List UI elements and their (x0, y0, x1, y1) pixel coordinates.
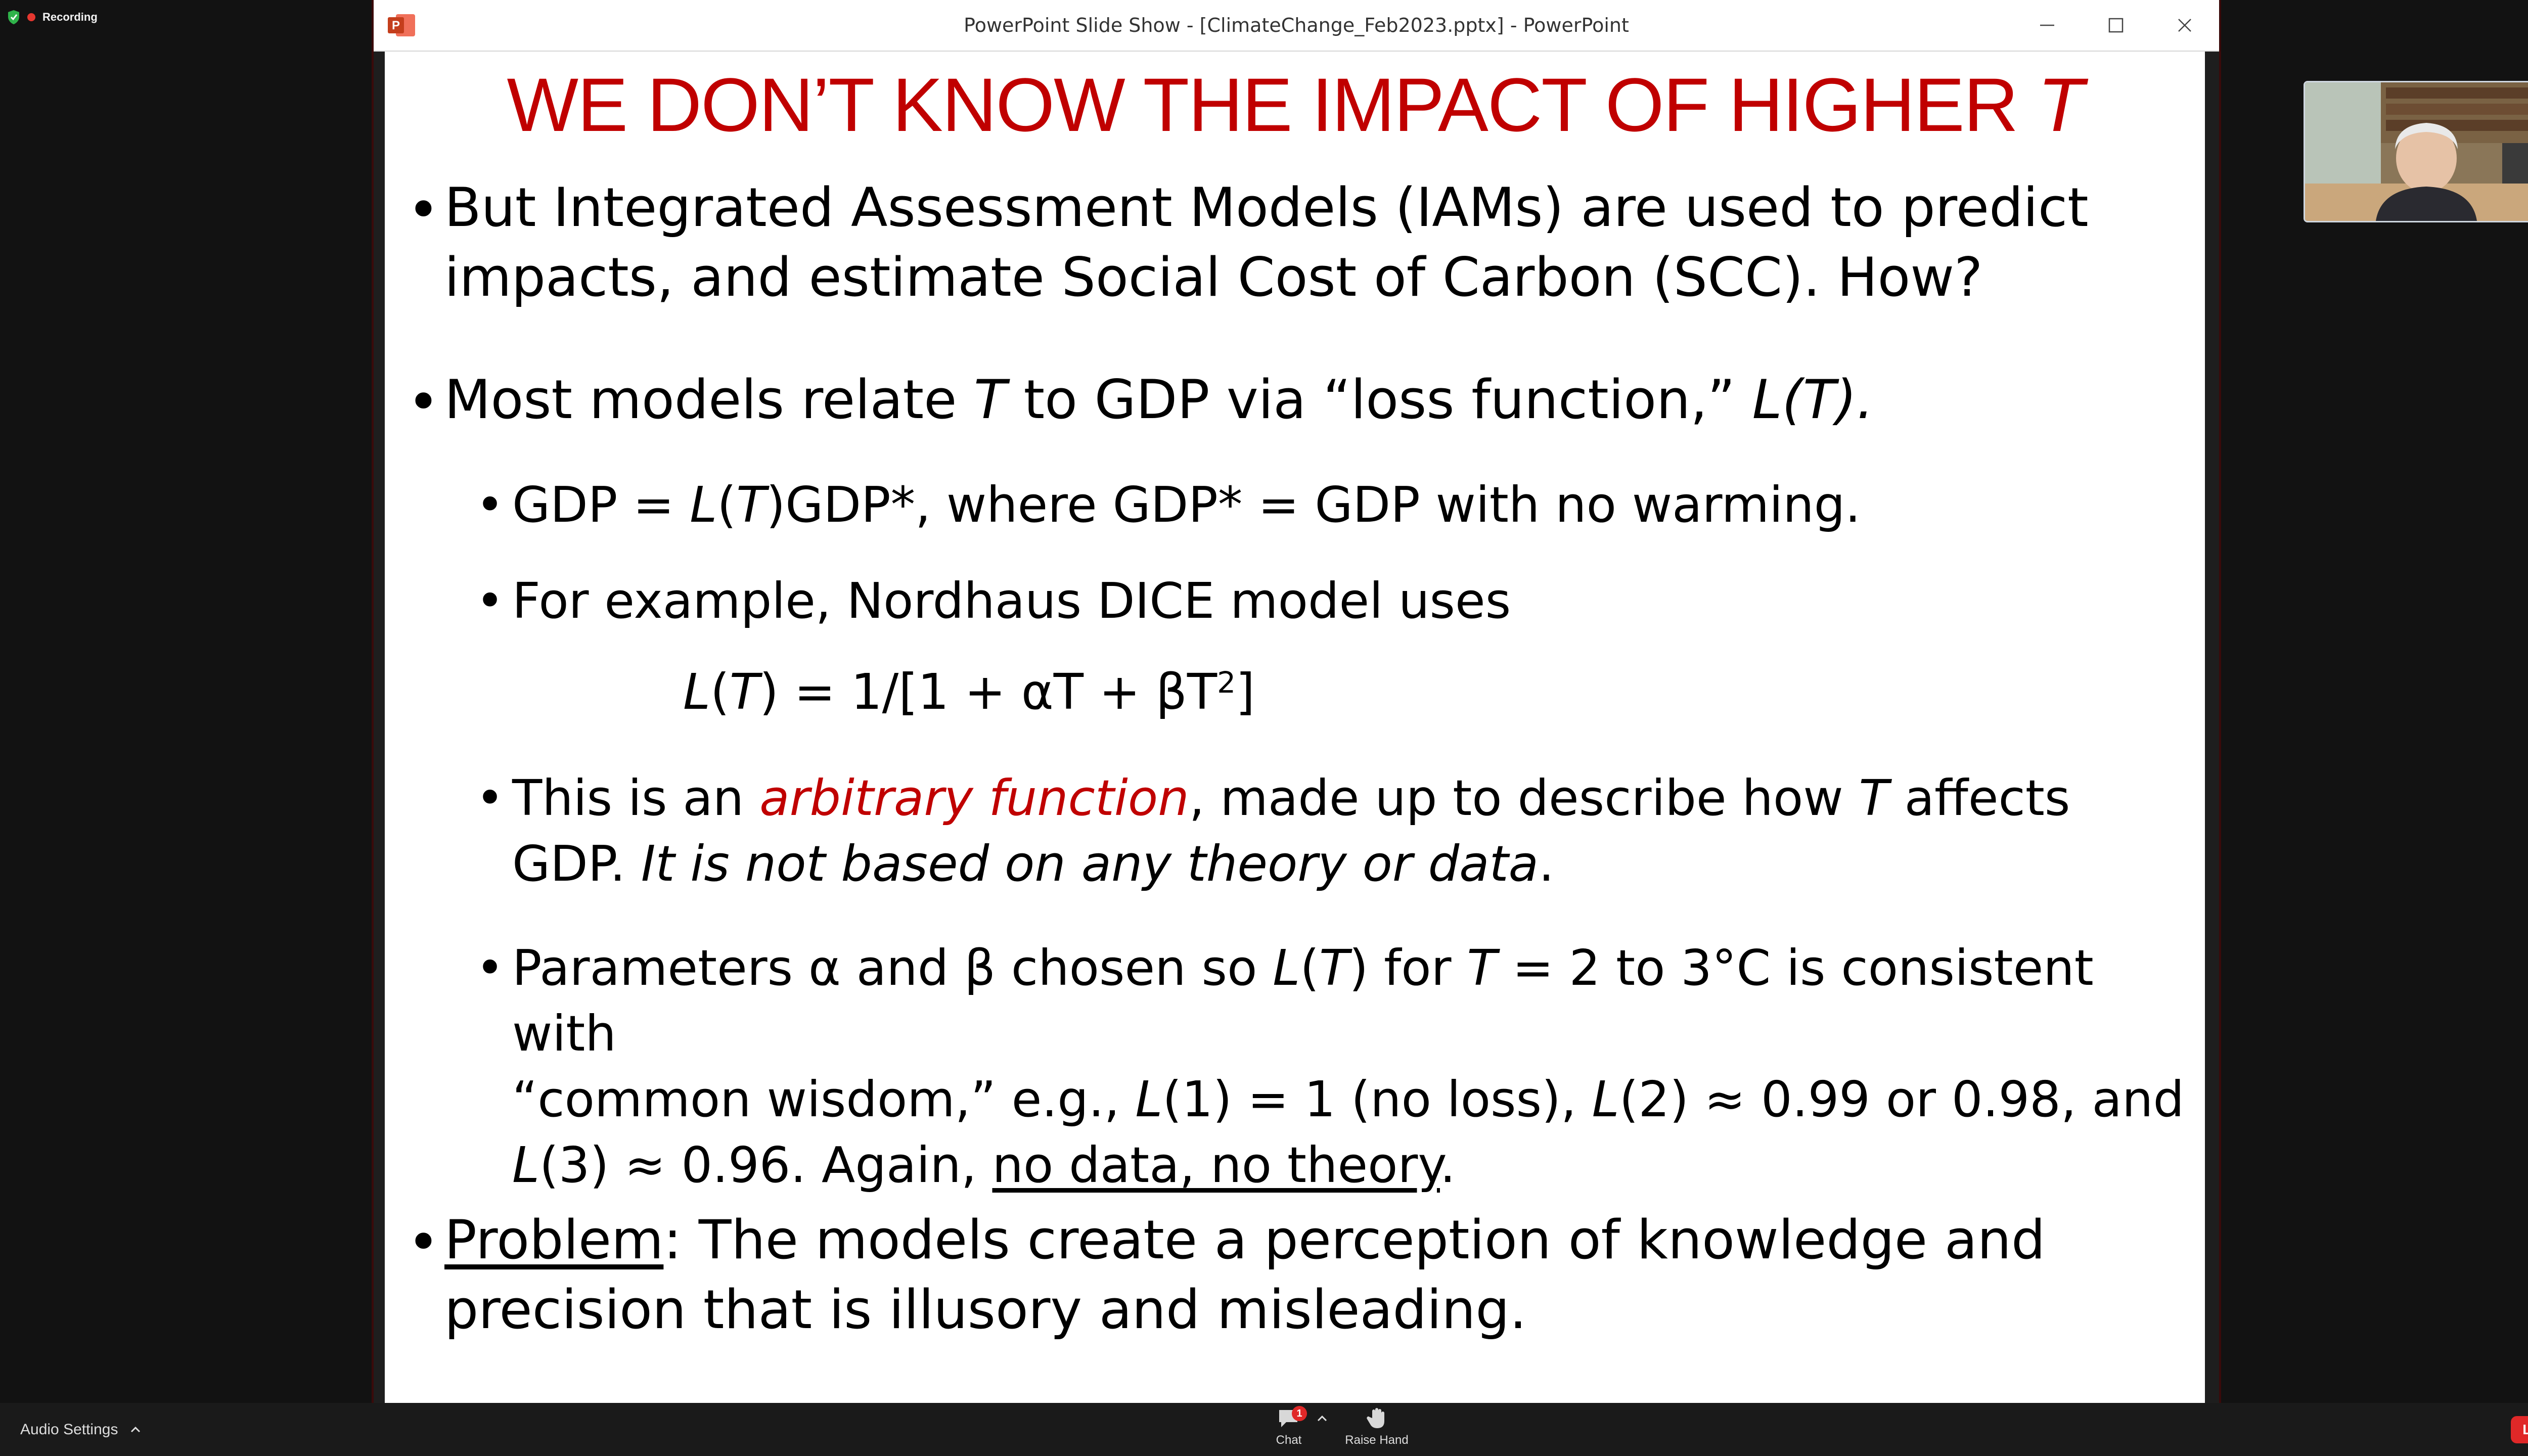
chat-options-chevron-icon[interactable] (1317, 1415, 1328, 1422)
sub-1-text-b: ( (717, 476, 737, 533)
chat-label: Chat (1276, 1433, 1302, 1447)
bullet-3: Problem: The models create a perception … (444, 1205, 2045, 1345)
bullet-2-text-b: to GDP via “loss function,” (1006, 369, 1752, 431)
bullet-2-loss-fn: L(T). (1752, 369, 1874, 431)
sub-3-italic: It is not based on any theory or data (641, 835, 1539, 892)
bullet-3-text-a: : The models create a perception of know… (663, 1209, 2046, 1271)
close-button[interactable] (2150, 0, 2219, 51)
sub-4-text-d: = 2 to 3°C is consistent with (512, 939, 2094, 1062)
bullet-1-marker: • (407, 177, 440, 242)
sub-4-var-t2: T (1467, 939, 1497, 996)
sub-bullet-3: This is an arbitrary function, made up t… (512, 765, 2070, 897)
sub-4-var-t1: T (1319, 939, 1349, 996)
sub-4-text-b: ( (1300, 939, 1320, 996)
formula: L(T) = 1/[1 + αT + βT2] (683, 659, 1255, 725)
sub-bullet-4: Parameters α and β chosen so L(T) for T … (512, 935, 2205, 1198)
sub-bullet-2: For example, Nordhaus DICE model uses (512, 572, 1511, 629)
sub-3-var-t: T (1859, 769, 1889, 827)
sub-4-var-l3: L (1592, 1071, 1619, 1128)
recording-label: Recording (42, 11, 98, 23)
maximize-button[interactable] (2082, 0, 2150, 51)
sub-4-text-c: ) for (1349, 939, 1467, 996)
bullet-3-line-1: Problem: The models create a perception … (444, 1205, 2045, 1275)
sub-4-text-f: (1) = 1 (no loss), (1162, 1071, 1592, 1128)
sub-bullet-1: GDP = L(T)GDP*, where GDP* = GDP with no… (512, 472, 1861, 538)
sub-4-var-l1: L (1273, 939, 1300, 996)
sub-3-text-b: , made up to describe how (1189, 769, 1859, 827)
sub-1-text-a: GDP = (512, 476, 690, 533)
shield-check-icon (8, 10, 19, 24)
powerpoint-logo-icon: P (388, 14, 415, 36)
sub-4-line-1: Parameters α and β chosen so L(T) for T … (512, 935, 2205, 1067)
sub-3-line-1: This is an arbitrary function, made up t… (512, 765, 2070, 831)
bullet-3-marker: • (407, 1210, 440, 1275)
bullet-2-var-t: T (974, 369, 1007, 431)
sub-3-arbitrary-function: arbitrary function (759, 769, 1189, 827)
sub-4-text-g: (2) ≈ 0.99 or 0.98, and (1619, 1071, 2185, 1128)
meeting-toolbar: Audio Settings Chat 1 Raise Hand Leave (0, 1403, 2528, 1456)
bullet-1: But Integrated Assessment Models (IAMs) … (444, 173, 2089, 312)
chevron-up-icon[interactable] (130, 1426, 141, 1433)
audio-settings-label: Audio Settings (20, 1421, 118, 1438)
sub-3-text-f: . (1539, 835, 1554, 892)
raise-hand-button[interactable]: Raise Hand (1339, 1407, 1415, 1453)
leave-button[interactable]: Leave (2511, 1416, 2528, 1443)
maximize-icon (2108, 18, 2124, 33)
sub-4-line-3: L(3) ≈ 0.96. Again, no data, no theory. (512, 1132, 2205, 1198)
sub-4-underlined: no data, no theory (992, 1136, 1440, 1194)
sub-3-text-c: affects (1888, 769, 2070, 827)
sub-3-marker: • (476, 770, 505, 826)
recording-indicator: Recording (7, 7, 98, 27)
sub-3-text-d: GDP. (512, 835, 641, 892)
svg-text:P: P (392, 19, 400, 32)
formula-l: L (683, 663, 711, 720)
bullet-2: Most models relate T to GDP via “loss fu… (444, 365, 1874, 435)
bullet-3-problem: Problem (444, 1209, 664, 1271)
sub-1-var-l: L (690, 476, 717, 533)
hand-icon (1367, 1408, 1384, 1428)
sub-4-marker: • (476, 940, 505, 996)
sub-1-text-c: )GDP*, where GDP* = GDP with no warming. (766, 476, 1861, 533)
sub-4-var-l4: L (512, 1136, 540, 1194)
window-titlebar: P PowerPoint Slide Show - [ClimateChange… (374, 0, 2219, 52)
minimize-button[interactable] (2013, 0, 2082, 51)
bullet-3-line-2: precision that is illusory and misleadin… (444, 1279, 1527, 1341)
powerpoint-window: P PowerPoint Slide Show - [ClimateChange… (372, 0, 2221, 1403)
slide-title-variable: T (2037, 62, 2084, 147)
sub-4-var-l2: L (1135, 1071, 1163, 1128)
formula-paren: ( (710, 663, 730, 720)
sub-3-text-a: This is an (512, 769, 760, 827)
sub-1-var-t: T (736, 476, 766, 533)
slide-canvas: WE DON’T KNOW THE IMPACT OF HIGHER T • B… (385, 52, 2205, 1403)
audio-settings-button[interactable]: Audio Settings (20, 1403, 141, 1456)
sub-4-text-e: “common wisdom,” e.g., (512, 1071, 1136, 1128)
formula-body: ) = 1/[1 + αT + βT (759, 663, 1217, 720)
sub-3-line-2: GDP. It is not based on any theory or da… (512, 831, 2070, 897)
slide-title: WE DON’T KNOW THE IMPACT OF HIGHER T (385, 62, 2205, 148)
bullet-2-text-a: Most models relate (444, 369, 974, 431)
chat-button[interactable]: Chat (1251, 1407, 1327, 1453)
window-title: PowerPoint Slide Show - [ClimateChange_F… (964, 14, 1629, 36)
slide-title-text: WE DON’T KNOW THE IMPACT OF HIGHER (507, 62, 2038, 147)
sub-4-text-i: . (1439, 1136, 1456, 1194)
raise-hand-label: Raise Hand (1345, 1433, 1409, 1447)
bullet-2-marker: • (407, 370, 440, 434)
close-icon (2178, 19, 2191, 32)
formula-end: ] (1236, 663, 1255, 720)
minimize-icon (2040, 24, 2054, 26)
participant-video-frame (2305, 82, 2528, 221)
sub-4-line-2: “common wisdom,” e.g., L(1) = 1 (no loss… (512, 1067, 2205, 1132)
formula-t: T (729, 663, 760, 720)
sub-1-marker: • (476, 477, 505, 533)
chat-unread-badge: 1 (1292, 1406, 1307, 1421)
sub-4-text-h: (3) ≈ 0.96. Again, (539, 1136, 992, 1194)
formula-exponent: 2 (1217, 665, 1236, 700)
recording-dot-icon (27, 13, 35, 21)
bullet-1-line-1: But Integrated Assessment Models (IAMs) … (444, 176, 2089, 239)
bullet-1-line-2: impacts, and estimate Social Cost of Car… (444, 246, 1983, 308)
participant-video[interactable] (2304, 81, 2528, 222)
sub-2-marker: • (476, 573, 505, 629)
sub-4-text-a: Parameters α and β chosen so (512, 939, 1273, 996)
